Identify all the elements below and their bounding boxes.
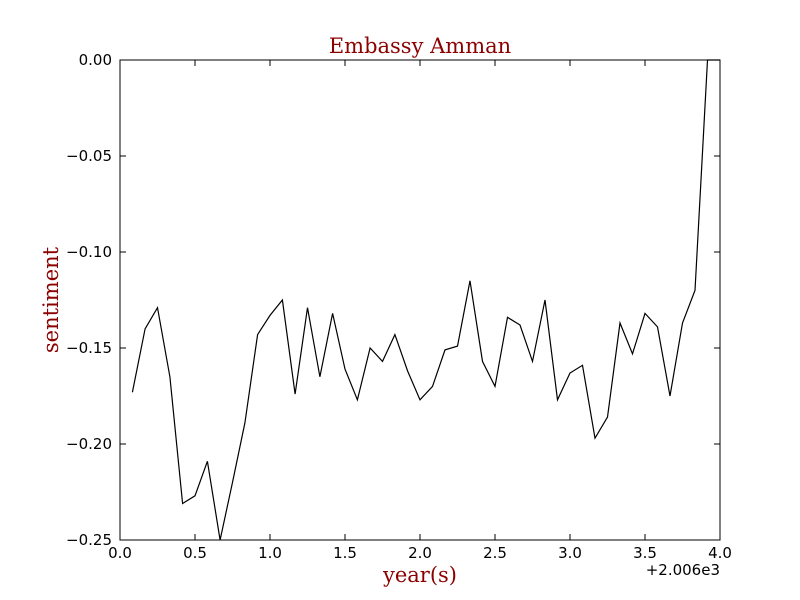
chart-title: Embassy Amman	[329, 34, 511, 58]
y-tick-label: −0.25	[66, 531, 112, 549]
plot-area	[119, 59, 721, 541]
x-tick-label: 1.0	[258, 544, 282, 562]
x-tick-label: 0.0	[108, 544, 132, 562]
series-line	[131, 59, 720, 541]
y-tick-label: −0.05	[66, 147, 112, 165]
y-tick-label: −0.10	[66, 243, 112, 261]
x-axis-offset-label: +2.006e3	[646, 561, 720, 579]
x-tick-label: 2.5	[483, 544, 507, 562]
x-tick-label: 0.5	[183, 544, 207, 562]
x-tick-label: 2.0	[408, 544, 432, 562]
y-tick-label: −0.20	[66, 435, 112, 453]
x-tick-label: 3.5	[633, 544, 657, 562]
y-axis: 0.00 −0.05 −0.10 −0.15 −0.20 −0.25	[66, 51, 720, 549]
y-tick-label: −0.15	[66, 339, 112, 357]
x-axis: 0.0 0.5 1.0 1.5 2.0 2.5 3.0 3.5 4.0	[108, 60, 732, 562]
y-tick-label: 0.00	[79, 51, 112, 69]
x-tick-label: 3.0	[558, 544, 582, 562]
y-axis-label: sentiment	[39, 246, 63, 353]
series-layer	[131, 59, 720, 541]
x-tick-label: 4.0	[708, 544, 732, 562]
x-tick-label: 1.5	[333, 544, 357, 562]
x-axis-label: year(s)	[382, 563, 457, 587]
